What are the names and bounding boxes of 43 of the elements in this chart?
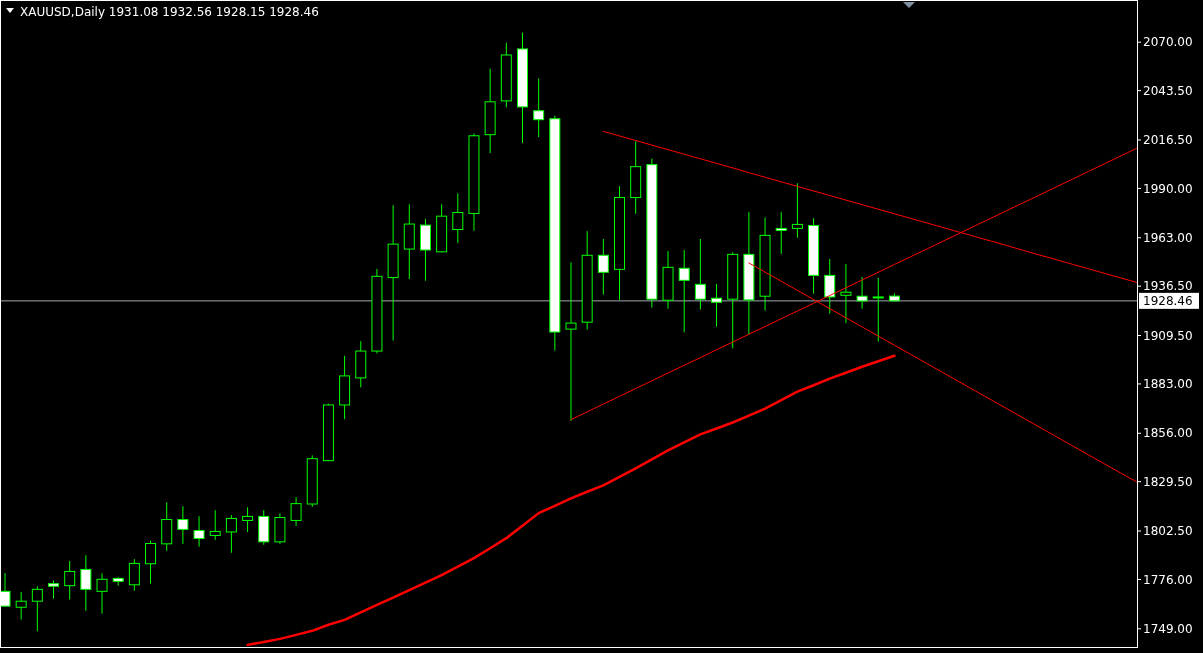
y-tick-label: 1990.00 [1143, 181, 1193, 196]
candlestick [290, 496, 302, 527]
candlestick [96, 572, 108, 615]
candlestick [533, 78, 545, 138]
candlestick [824, 258, 836, 315]
y-tick-label: 1829.50 [1143, 474, 1193, 489]
candlestick [711, 283, 723, 328]
y-tick-label: 1909.50 [1143, 328, 1193, 343]
y-tick-label: 1802.50 [1143, 524, 1193, 539]
candlestick [15, 591, 27, 621]
candlestick [565, 261, 577, 422]
candlestick [840, 263, 852, 324]
candlestick [791, 182, 803, 239]
y-tick-label: 1963.00 [1143, 230, 1193, 245]
candlestick [678, 249, 690, 333]
y-tick-label: 2070.00 [1143, 35, 1193, 50]
candlestick [775, 211, 787, 255]
candlestick [80, 554, 92, 612]
y-tick-label: 1856.00 [1143, 426, 1193, 441]
chart-title: XAUUSD,Daily 1931.08 1932.56 1928.15 1928.46 [20, 5, 319, 20]
candlestick [694, 238, 706, 311]
candlestick [597, 238, 609, 296]
y-tick-label: 2016.50 [1143, 133, 1193, 148]
candlestick [48, 579, 60, 600]
candlestick [177, 505, 189, 545]
ref-line-label: 1928.46 [1143, 294, 1193, 309]
candlestick [225, 514, 237, 554]
y-tick-label: 1776.00 [1143, 572, 1193, 587]
y-tick-label: 1936.50 [1143, 279, 1193, 294]
y-tick-label: 2043.50 [1143, 83, 1193, 98]
y-tick-label: 1749.00 [1143, 622, 1193, 637]
candlestick [145, 540, 157, 585]
candlestick [193, 515, 205, 548]
candlestick [128, 558, 140, 592]
candlestick [452, 192, 464, 244]
y-tick-label: 1883.00 [1143, 377, 1193, 392]
candlestick [209, 509, 221, 541]
candlestick [856, 276, 868, 310]
candlestick [64, 560, 76, 601]
candlestick [31, 585, 43, 632]
line-series [246, 354, 896, 647]
candlestick [872, 277, 884, 343]
candlestick [242, 506, 254, 533]
